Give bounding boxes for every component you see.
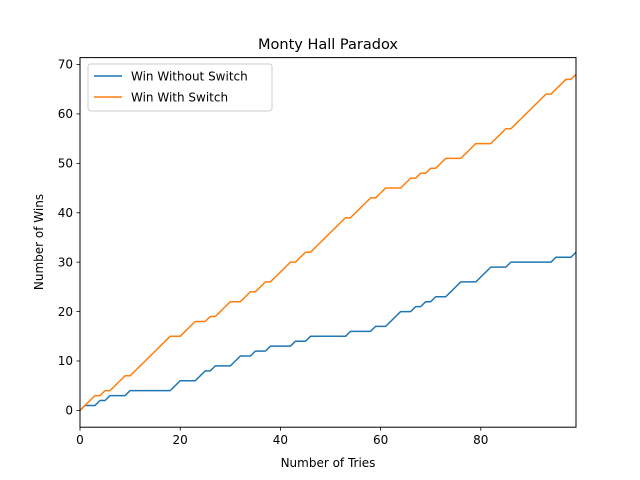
legend: Win Without Switch Win With Switch <box>87 63 273 112</box>
plot-area <box>80 73 576 411</box>
y-tick-label: 20 <box>58 305 73 319</box>
series-line-0 <box>80 251 576 411</box>
x-tick-label: 80 <box>473 433 488 447</box>
y-tick-label: 40 <box>58 206 73 220</box>
series-line-1 <box>80 73 576 411</box>
y-tick-label: 0 <box>65 404 73 418</box>
y-tick-label: 10 <box>58 354 73 368</box>
y-axis: 0 10 20 30 40 50 60 70 <box>58 58 80 418</box>
x-tick-label: 0 <box>76 433 84 447</box>
axes-frame <box>79 57 577 428</box>
y-tick-label: 70 <box>58 58 73 72</box>
x-axis-title: Number of Tries <box>281 456 376 470</box>
y-tick-label: 30 <box>58 255 73 269</box>
y-tick-label: 60 <box>58 107 73 121</box>
x-tick-label: 60 <box>373 433 388 447</box>
x-tick-label: 20 <box>173 433 188 447</box>
legend-box <box>87 63 273 112</box>
y-axis-title: Number of Wins <box>32 194 46 290</box>
legend-label-1: Win With Switch <box>131 90 228 104</box>
legend-label-0: Win Without Switch <box>131 69 248 83</box>
chart-title: Monty Hall Paradox <box>258 37 398 53</box>
y-tick-label: 50 <box>58 157 73 171</box>
x-tick-label: 40 <box>273 433 288 447</box>
x-axis: 0 20 40 60 80 <box>76 427 488 447</box>
